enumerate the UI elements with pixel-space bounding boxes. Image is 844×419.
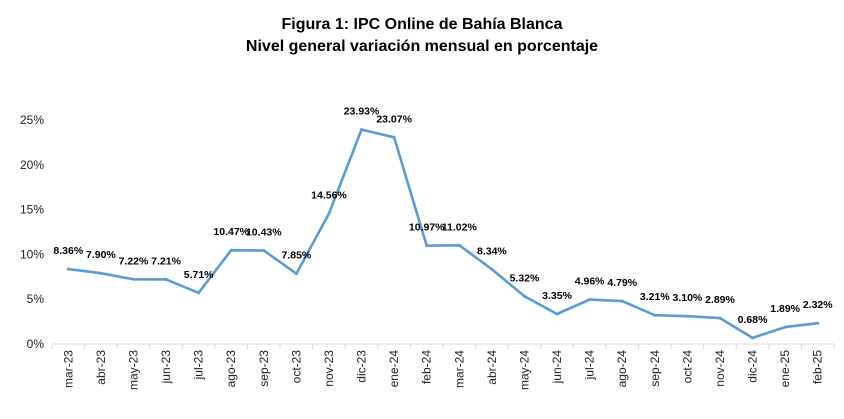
chart-title: Figura 1: IPC Online de Bahía Blanca [281, 16, 563, 33]
x-tick-label: ago-24 [615, 350, 629, 388]
x-tick-label: mar-24 [452, 350, 466, 388]
data-label: 3.10% [672, 292, 702, 304]
data-label: 23.93% [344, 106, 380, 118]
y-tick-label: 15% [20, 203, 44, 217]
x-tick-label: jul-23 [192, 350, 206, 381]
data-label: 7.22% [119, 255, 149, 267]
data-label: 4.79% [607, 277, 637, 289]
data-point [783, 325, 787, 329]
data-point [425, 244, 429, 248]
x-tick-label: oct-23 [289, 350, 303, 384]
x-tick-label: ene-25 [778, 350, 792, 388]
x-tick-label: ago-23 [224, 350, 238, 388]
data-point [164, 277, 168, 281]
data-point [229, 248, 233, 252]
x-tick-label: feb-24 [420, 350, 434, 384]
series-line [67, 128, 820, 340]
data-point [718, 316, 722, 320]
x-tick-label: dic-23 [355, 350, 369, 383]
x-tick-label: abr-24 [485, 350, 499, 385]
data-point [66, 267, 70, 271]
data-point [751, 336, 755, 340]
y-tick-label: 25% [20, 113, 44, 127]
x-tick-label: may-23 [126, 350, 140, 390]
data-point [588, 298, 592, 302]
data-label: 7.90% [86, 249, 116, 261]
x-tick-label: oct-24 [680, 350, 694, 384]
data-label: 2.89% [705, 294, 735, 306]
data-label: 5.32% [510, 272, 540, 284]
x-tick-label: nov-24 [713, 350, 727, 387]
x-tick-label: ene-24 [387, 350, 401, 388]
data-point [392, 135, 396, 139]
data-label: 10.43% [246, 227, 282, 239]
x-tick-label: sep-23 [257, 350, 271, 387]
y-tick-label: 20% [20, 158, 44, 172]
data-label: 4.96% [575, 276, 605, 288]
data-label: 11.02% [442, 221, 478, 233]
data-point [490, 267, 494, 271]
x-tick-label: nov-23 [322, 350, 336, 387]
x-tick-label: jul-24 [583, 350, 597, 381]
data-point [197, 291, 201, 295]
data-point [555, 312, 559, 316]
x-tick-label: may-24 [517, 350, 531, 390]
data-label: 14.56% [311, 190, 347, 202]
data-label: 10.47% [213, 226, 249, 238]
y-tick-label: 0% [27, 337, 45, 351]
data-point [262, 249, 266, 253]
data-label: 2.32% [803, 299, 833, 311]
y-tick-label: 10% [20, 247, 44, 261]
data-point [620, 299, 624, 303]
data-point [327, 212, 331, 216]
data-label: 7.85% [281, 250, 311, 262]
x-tick-label: sep-24 [648, 350, 662, 387]
x-tick-label: feb-25 [811, 350, 825, 384]
data-point [457, 243, 461, 247]
data-label: 8.34% [477, 245, 507, 257]
data-label: 8.36% [53, 245, 83, 257]
data-point [131, 277, 135, 281]
data-point [522, 294, 526, 298]
data-label: 1.89% [770, 303, 800, 315]
data-point [685, 314, 689, 318]
data-label: 7.21% [151, 255, 181, 267]
x-tick-label: abr-23 [94, 350, 108, 385]
data-label: 5.71% [184, 269, 214, 281]
data-label: 3.35% [542, 290, 572, 302]
data-point [99, 271, 103, 275]
data-point [360, 128, 364, 132]
y-tick-label: 5% [27, 292, 45, 306]
data-label: 0.68% [738, 314, 768, 326]
x-tick-label: mar-23 [61, 350, 75, 388]
data-label: 3.21% [640, 291, 670, 303]
x-tick-label: jun-24 [550, 350, 564, 385]
x-tick-label: jun-23 [159, 350, 173, 385]
data-label: 10.97% [409, 222, 445, 234]
x-tick-label: dic-24 [746, 350, 760, 383]
chart-subtitle: Nivel general variación mensual en porce… [245, 38, 599, 55]
data-label: 23.07% [376, 113, 412, 125]
data-point [816, 321, 820, 325]
data-point [294, 272, 298, 276]
data-point [653, 313, 657, 317]
